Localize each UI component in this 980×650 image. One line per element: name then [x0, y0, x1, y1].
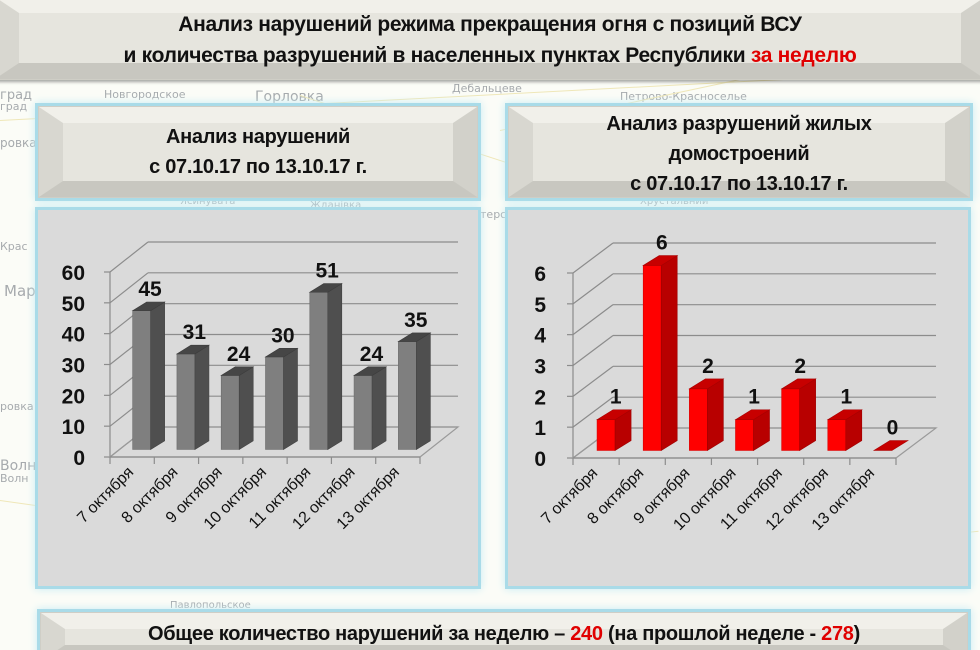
y-tick-label: 4 — [534, 325, 546, 348]
bar — [353, 366, 388, 451]
gridline-side — [572, 365, 614, 397]
destruction-title-plaque: Анализ разрушений жилых домостроений с 0… — [508, 106, 970, 198]
header-title-line1: Анализ нарушений режима прекращения огня… — [178, 13, 802, 36]
bar — [688, 378, 725, 452]
gridline-side — [572, 273, 614, 305]
bar — [642, 255, 679, 452]
gridline-side — [109, 241, 149, 273]
bar — [872, 440, 909, 451]
map-place-label: град — [0, 88, 33, 103]
y-tick-label: 0 — [73, 447, 85, 470]
bar — [264, 347, 299, 451]
map-place-label: Горловка — [255, 89, 324, 105]
map-place-label: Дебальцеве — [452, 82, 522, 95]
weekly-total-banner: Общее количество нарушений за неделю – 2… — [40, 612, 968, 650]
y-tick-label: 60 — [62, 262, 85, 285]
y-tick-label: 1 — [534, 417, 546, 440]
y-tick-label: 6 — [534, 263, 546, 286]
gridline-side — [109, 272, 149, 304]
y-tick-label: 40 — [62, 324, 85, 347]
violations-title-plaque: Анализ нарушений с 07.10.17 по 13.10.17 … — [38, 106, 478, 198]
bar — [220, 366, 255, 451]
map-place-label: Хрустальний — [640, 196, 709, 207]
bar — [734, 409, 771, 452]
map-place-label: ровка — [0, 136, 37, 150]
y-tick-label: 5 — [534, 294, 546, 317]
header-title-line2: и количества разрушений в населенных пун… — [123, 44, 857, 67]
map-place-label: Мар — [4, 282, 36, 300]
bar — [397, 332, 432, 451]
y-tick-label: 3 — [534, 356, 546, 379]
data-label: 31 — [183, 321, 207, 344]
header-banner: Анализ нарушений режима прекращения огня… — [0, 0, 980, 80]
map-place-label: Павлопольское — [170, 600, 251, 611]
violations-title: Анализ нарушений — [165, 126, 351, 148]
y-tick-label: 10 — [62, 416, 85, 439]
gridline-side — [572, 242, 614, 274]
data-label: 51 — [316, 260, 340, 283]
period-highlight: за неделю — [750, 44, 857, 67]
map-place-label: Жданівка — [310, 200, 362, 211]
map-place-label: Петрово-Красноселье — [620, 90, 747, 103]
bar — [780, 378, 817, 452]
bar — [826, 409, 863, 452]
y-tick-label: 50 — [62, 293, 85, 316]
destruction-date-range: с 07.10.17 по 13.10.17 г. — [630, 173, 848, 195]
bar — [131, 301, 166, 451]
map-place-label: град — [0, 100, 28, 113]
y-tick-label: 0 — [534, 448, 546, 471]
previous-week-value: 278 — [821, 623, 854, 645]
weekly-total-text: Общее количество нарушений за неделю – 2… — [147, 623, 861, 645]
gridline-side — [572, 304, 614, 336]
data-label: 1 — [748, 386, 760, 409]
violations-chart: 0 10 20 30 40 50 60 45 31 24 30 51 24 35 7 октября 8 ок… — [38, 210, 478, 586]
weekly-total-value: 240 — [570, 623, 603, 645]
y-tick-label: 2 — [534, 386, 546, 409]
data-label: 45 — [138, 278, 162, 301]
map-place-label: Волн — [0, 472, 29, 485]
y-tick-label: 20 — [62, 385, 85, 408]
map-place-label: Крас — [0, 240, 28, 253]
bar — [308, 283, 343, 451]
data-label: 1 — [841, 386, 853, 409]
y-tick-label: 30 — [62, 355, 85, 378]
bar — [596, 409, 633, 452]
map-place-label: Ясинувата — [180, 196, 236, 207]
data-label: 24 — [360, 343, 384, 366]
data-label: 24 — [227, 343, 251, 366]
gridline-side — [572, 335, 614, 366]
violations-date-range: с 07.10.17 по 13.10.17 г. — [149, 156, 367, 178]
data-label: 6 — [656, 232, 668, 255]
gridline-side — [572, 396, 614, 428]
data-label: 0 — [887, 417, 899, 440]
map-place-label: ровка — [0, 400, 34, 413]
data-label: 1 — [610, 386, 622, 409]
map-place-label: Новгородское — [104, 88, 186, 101]
data-label: 2 — [702, 355, 714, 378]
map-place-label: Волн — [0, 458, 37, 474]
data-label: 2 — [794, 355, 806, 378]
data-label: 30 — [271, 324, 294, 347]
destruction-title-line1: Анализ разрушений жилых — [606, 113, 872, 135]
data-label: 35 — [404, 309, 428, 332]
bar — [175, 344, 210, 451]
destruction-title-line2: домостроений — [668, 143, 810, 165]
